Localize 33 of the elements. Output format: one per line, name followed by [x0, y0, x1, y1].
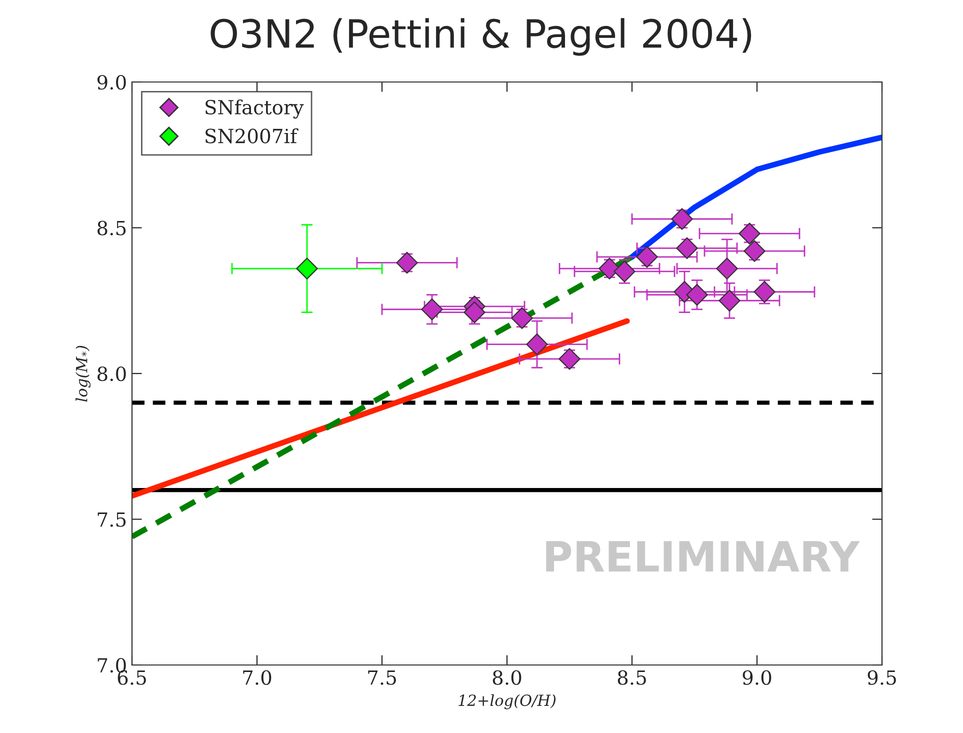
- point: [558, 348, 580, 370]
- point: [738, 222, 760, 244]
- point: [396, 252, 418, 274]
- point: [511, 307, 533, 329]
- point: [754, 280, 776, 303]
- point: [296, 258, 318, 280]
- y-tick-label: 8.5: [98, 220, 126, 236]
- y-tick-label: 7.5: [98, 512, 126, 527]
- x-tick-label: 9.5: [868, 670, 896, 685]
- point: [421, 298, 443, 320]
- point: [614, 260, 636, 282]
- y-tick-label: 9.0: [97, 74, 126, 90]
- point: [718, 290, 740, 312]
- x-axis-title: 12+log(O/H): [458, 694, 556, 710]
- x-tick-label: 7.5: [368, 670, 396, 685]
- point: [676, 237, 698, 260]
- point: [686, 284, 708, 306]
- point: [636, 246, 658, 268]
- point: [716, 258, 738, 280]
- x-tick-label: 7.0: [243, 670, 272, 685]
- legend-label: SN2007if: [206, 128, 298, 144]
- y-axis-title: log(M$_{*}$): [76, 346, 91, 402]
- legend-label: SNfactory: [206, 100, 304, 119]
- x-tick-label: 8.0: [492, 670, 522, 685]
- chart-title: O3N2 (Pettini & Pagel 2004): [210, 18, 752, 56]
- point: [464, 301, 486, 324]
- point: [598, 258, 620, 280]
- x-tick-label: 9.0: [742, 670, 772, 685]
- y-tick-label: 8.0: [98, 366, 126, 382]
- x-tick-label: 8.5: [618, 670, 646, 685]
- point: [526, 333, 548, 356]
- point: [744, 240, 766, 262]
- point: [671, 208, 693, 230]
